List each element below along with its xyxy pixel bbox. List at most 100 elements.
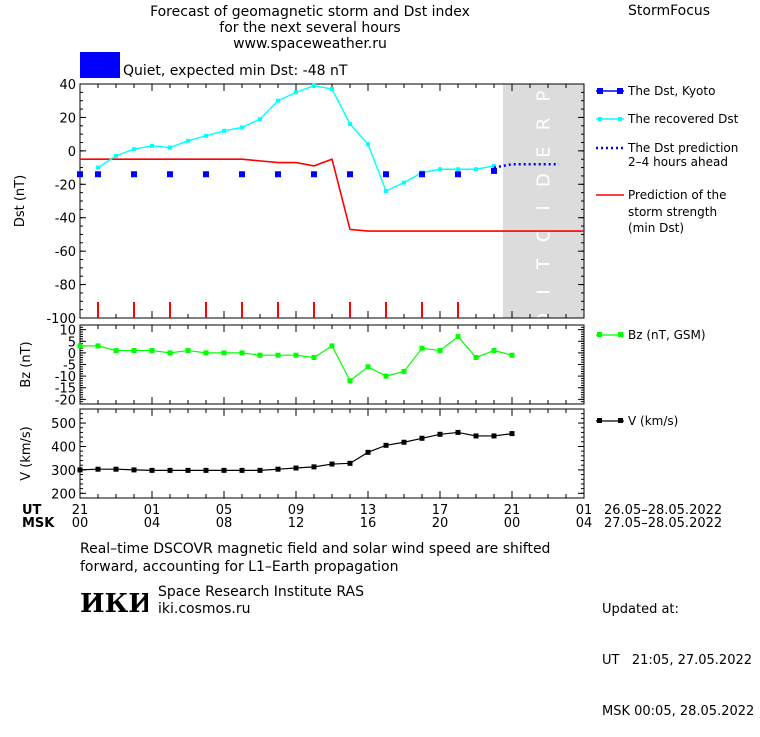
y-tick-label: -80: [55, 279, 76, 294]
bz-point: [347, 378, 353, 384]
v-line: [79, 431, 513, 471]
date-ranges: 26.05–28.05.2022 27.05–28.05.2022: [604, 504, 722, 530]
legend-kyoto-marker: [597, 88, 603, 94]
y-tick-label: -40: [55, 212, 76, 227]
v-point: [383, 442, 389, 448]
msk-axis-label: MSK: [22, 516, 55, 531]
note-line-1: Real–time DSCOVR magnetic field and sola…: [80, 541, 551, 557]
title-url[interactable]: www.spaceweather.ru: [233, 36, 387, 52]
prediction-zone-letter: C: [534, 230, 555, 243]
x-tick-label-ut: 21: [72, 503, 89, 518]
legend-strength-3: (min Dst): [628, 221, 685, 235]
v-point: [77, 467, 83, 473]
kyoto-point: [239, 171, 245, 178]
bz-point: [455, 334, 461, 340]
legend-kyoto-marker: [617, 88, 623, 94]
prediction-zone-letter: I: [534, 205, 555, 210]
recovered-point: [438, 167, 442, 172]
recovered-point: [366, 142, 370, 147]
recovered-point: [492, 163, 496, 168]
v-point: [365, 449, 371, 455]
recovered-point: [204, 133, 208, 138]
institute-site[interactable]: iki.cosmos.ru: [158, 601, 251, 617]
y-tick-label: 5: [68, 335, 76, 350]
x-tick-label-ut: 21: [504, 503, 521, 518]
iki-logo-icon: ИКИ: [80, 589, 148, 616]
kyoto-point: [455, 171, 461, 178]
y-tick-label: -60: [55, 245, 76, 260]
kyoto-point: [347, 171, 353, 178]
bz-point: [293, 352, 299, 358]
bz-line: [80, 335, 513, 382]
prediction-zone-letter: O: [534, 313, 555, 327]
y-tick-label: -20: [55, 393, 76, 408]
x-tick-label-ut: 01: [576, 503, 593, 518]
legend-v: V (km/s): [628, 414, 679, 428]
y-tick-label: -15: [55, 382, 76, 397]
propagation-note: Real–time DSCOVR magnetic field and sola…: [80, 540, 550, 576]
institute-block: Space Research Institute RAS iki.cosmos.…: [158, 584, 364, 618]
recovered-point: [402, 180, 406, 185]
kyoto-point: [203, 171, 209, 178]
y-tick-label: 300: [51, 464, 76, 479]
status-text: Quiet, expected min Dst: -48 nT: [123, 63, 348, 79]
v-axis-label: V (km/s): [19, 426, 34, 481]
x-tick-label-msk: 12: [288, 516, 305, 531]
v-point: [113, 466, 119, 472]
bz-point: [383, 373, 389, 379]
prediction-zone-letter: P: [534, 90, 555, 101]
recovered-point: [240, 125, 244, 130]
legend-kyoto: The Dst, Kyoto: [628, 84, 716, 98]
bz-point: [365, 364, 371, 370]
y-tick-label: 10: [59, 324, 76, 339]
v-point: [149, 467, 155, 473]
x-tick-label-msk: 08: [216, 516, 233, 531]
updated-ut: UT 21:05, 27.05.2022: [602, 653, 753, 668]
institute-name: Space Research Institute RAS: [158, 584, 364, 600]
bz-point: [329, 343, 335, 349]
recovered-point: [150, 143, 154, 148]
v-point: [257, 467, 263, 473]
prediction-zone-letter: I: [534, 289, 555, 294]
legend-prediction-1: The Dst prediction: [628, 141, 739, 155]
bz-point: [221, 350, 227, 356]
y-tick-label: 0: [68, 145, 76, 160]
bz-point: [437, 348, 443, 354]
x-tick-label-msk: 00: [504, 516, 521, 531]
bz-point: [257, 352, 263, 358]
legend-bz-marker: [618, 332, 623, 337]
v-point: [419, 435, 425, 441]
x-tick-label-msk: 20: [432, 516, 449, 531]
legend-prediction-2: 2–4 hours ahead: [628, 155, 728, 169]
bz-point: [167, 350, 173, 356]
dst-axis-label: Dst (nT): [13, 175, 28, 227]
note-line-2: forward, accounting for L1–Earth propaga…: [80, 559, 399, 575]
recovered-point: [348, 122, 352, 127]
bz-point: [77, 343, 83, 349]
recovered-point: [132, 147, 136, 152]
title-line-2: for the next several hours: [219, 20, 401, 36]
kyoto-point: [419, 171, 425, 178]
bz-point: [239, 350, 245, 356]
recovered-point: [456, 167, 460, 172]
kyoto-point: [77, 171, 83, 178]
recovered-line: [97, 84, 495, 192]
recovered-point: [168, 145, 172, 150]
v-point: [185, 467, 191, 473]
x-tick-label-ut: 05: [216, 503, 233, 518]
v-point: [95, 466, 101, 472]
v-point: [473, 433, 479, 439]
legend-v-marker: [597, 418, 602, 423]
v-point: [131, 467, 137, 473]
recovered-point: [294, 90, 298, 95]
bz-point: [401, 368, 407, 374]
legend-strength-2: storm strength: [628, 205, 718, 219]
chart-svg: PREDICTION40200-20-40-60-80-1001050-5-10…: [13, 78, 624, 531]
ut-date-range: 26.05–28.05.2022: [604, 503, 723, 518]
recovered-point: [96, 165, 100, 170]
v-point: [221, 467, 227, 473]
legend-recovered-marker: [598, 117, 602, 121]
x-tick-label-msk: 04: [144, 516, 161, 531]
y-tick-label: 500: [51, 417, 76, 432]
kyoto-point: [275, 171, 281, 178]
